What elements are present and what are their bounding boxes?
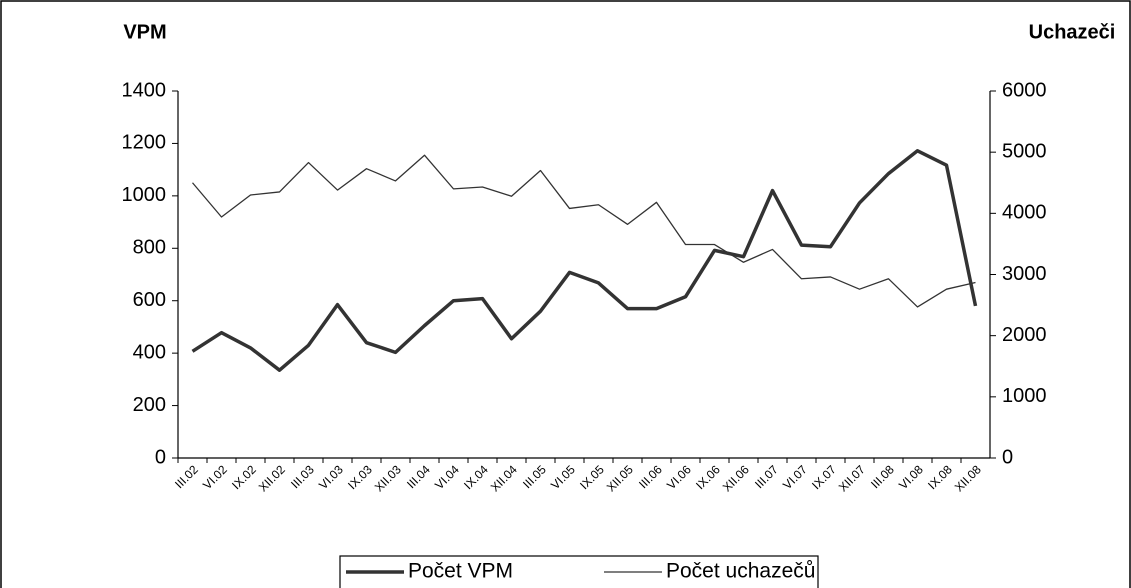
y2-tick-label: 4000: [1002, 202, 1047, 224]
x-tick-label: IX.05: [577, 462, 607, 492]
x-tick-label: IX.06: [693, 462, 723, 492]
y-tick-label: 600: [133, 289, 166, 311]
x-tick-label: VI.02: [200, 462, 230, 492]
x-tick-label: III.04: [404, 462, 433, 491]
x-tick-label: XII.06: [720, 462, 752, 494]
y2-tick-label: 2000: [1002, 324, 1047, 346]
y-tick-label: 1000: [122, 184, 167, 206]
x-tick-label: XII.02: [256, 462, 288, 494]
y2-tick-label: 0: [1002, 446, 1013, 468]
x-tick-label: IX.07: [809, 462, 839, 492]
legend-label: Počet uchazečů: [666, 560, 815, 583]
x-tick-label: III.03: [288, 462, 317, 491]
x-tick-label: VI.04: [432, 462, 462, 492]
x-tick-label: IX.02: [229, 462, 259, 492]
legend-box: [339, 555, 819, 588]
x-tick-label: VI.03: [316, 462, 346, 492]
legend-label: Počet VPM: [408, 560, 513, 583]
x-tick-label: VI.05: [548, 462, 578, 492]
y-axis-title: VPM: [123, 21, 166, 43]
y-tick-label: 0: [155, 446, 166, 468]
y2-tick-label: 3000: [1002, 263, 1047, 285]
x-tick-label: XII.08: [952, 462, 984, 494]
x-tick-label: III.07: [752, 462, 781, 491]
x-tick-label: III.02: [172, 462, 201, 491]
x-tick-label: XII.05: [604, 462, 636, 494]
y-tick-label: 1200: [122, 132, 167, 154]
y2-tick-label: 1000: [1002, 385, 1047, 407]
y2-axis-title: Uchazeči: [1029, 21, 1116, 43]
x-tick-label: III.08: [868, 462, 897, 491]
y-tick-label: 400: [133, 341, 166, 363]
y-tick-label: 1400: [122, 79, 167, 101]
x-tick-label: III.06: [636, 462, 665, 491]
y-tick-label: 800: [133, 237, 166, 259]
x-tick-label: IX.04: [461, 462, 491, 492]
x-tick-label: XII.04: [488, 462, 520, 494]
x-tick-label: VI.08: [896, 462, 926, 492]
y2-tick-label: 6000: [1002, 79, 1047, 101]
y-tick-label: 200: [133, 394, 166, 416]
x-tick-label: VI.07: [780, 462, 810, 492]
series-line: [192, 154, 976, 308]
x-tick-label: XII.07: [836, 462, 868, 494]
y2-tick-label: 5000: [1002, 140, 1047, 162]
x-tick-label: IX.03: [345, 462, 375, 492]
x-tick-label: III.05: [520, 462, 549, 491]
x-tick-label: XII.03: [372, 462, 404, 494]
series-line: [191, 149, 978, 372]
x-tick-label: IX.08: [925, 462, 955, 492]
x-tick-label: VI.06: [664, 462, 694, 492]
